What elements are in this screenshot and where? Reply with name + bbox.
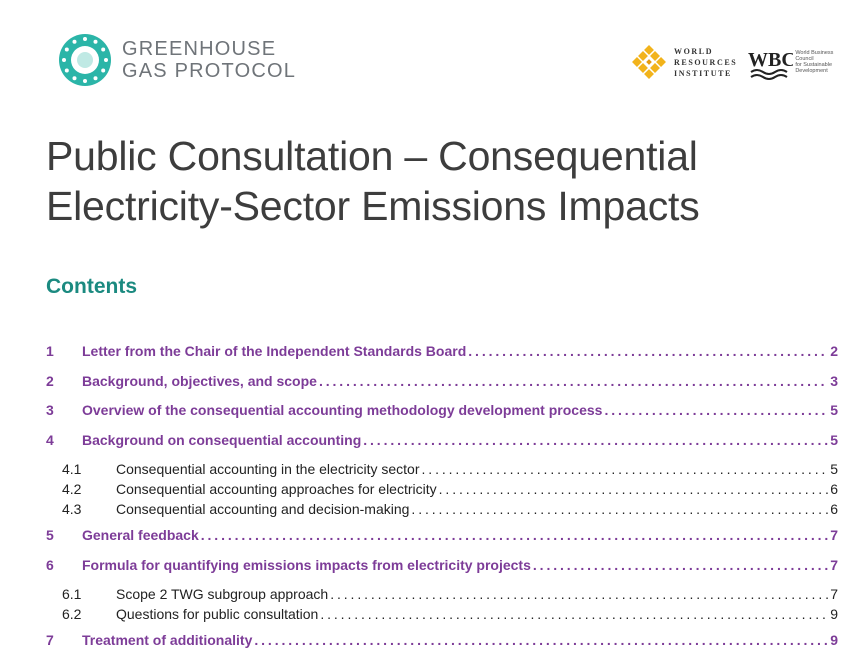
toc-number: 4 <box>46 431 54 448</box>
toc-page-number: 6 <box>830 481 838 497</box>
toc-label: Scope 2 TWG subgroup approach <box>116 586 329 602</box>
document-title: Public Consultation – Consequential Elec… <box>46 131 700 231</box>
toc-dot-leader <box>604 402 828 418</box>
toc-page-number: 5 <box>830 402 838 418</box>
toc-entry-2[interactable]: 2 Background, objectives, and scope 3 <box>46 373 838 403</box>
toc-number: 1 <box>46 343 54 359</box>
toc-page-number: 6 <box>830 501 838 517</box>
toc-label: General feedback <box>82 527 199 543</box>
toc-entry-3[interactable]: 3 Overview of the consequential accounti… <box>46 402 838 432</box>
toc-label: Treatment of additionality <box>82 632 253 648</box>
toc-label: Formula for quantifying emissions impact… <box>82 556 531 573</box>
toc-page-number: 7 <box>830 586 838 602</box>
toc-number: 4.2 <box>62 481 82 497</box>
wbcsd-wordmark: World Business Council for Sustainable D… <box>795 50 843 74</box>
toc-dot-leader <box>254 632 828 648</box>
partner-logos: WORLD RESOURCES INSTITUTE WBC World Busi… <box>632 42 843 82</box>
wbcsd-line3: for Sustainable <box>795 62 833 68</box>
toc-entry-4-3[interactable]: 4.3 Consequential accounting and decisio… <box>46 501 838 521</box>
toc-entry-4[interactable]: 4 Background on consequential accounting… <box>46 432 838 462</box>
toc-number: 6 <box>46 556 54 573</box>
toc-page-number: 3 <box>830 372 838 389</box>
wbcsd-line4: Development <box>795 68 828 74</box>
wbcsd-logo-icon: WBC <box>748 49 793 80</box>
toc-page-number: 9 <box>830 606 838 622</box>
title-line1: Public Consultation – Consequential <box>46 133 698 179</box>
toc-page-number: 5 <box>830 431 838 448</box>
toc-entry-4-2[interactable]: 4.2 Consequential accounting approaches … <box>46 481 838 501</box>
toc-dot-leader <box>320 606 828 622</box>
toc-page-number: 9 <box>830 632 838 648</box>
toc-dot-leader <box>468 343 828 359</box>
toc-dot-leader <box>201 527 828 543</box>
wri-logo-icon <box>632 45 666 79</box>
toc-number: 2 <box>46 372 54 389</box>
toc-dot-leader <box>330 586 828 602</box>
toc-label: Consequential accounting in the electric… <box>116 461 420 477</box>
toc-dot-leader <box>319 373 828 389</box>
toc-label: Letter from the Chair of the Independent… <box>82 343 467 359</box>
wbcsd-mark: WBC <box>748 49 793 71</box>
toc-label: Consequential accounting approaches for … <box>116 481 437 497</box>
title-line2: Electricity-Sector Emissions Impacts <box>46 183 700 229</box>
ghg-protocol-wordmark: GREENHOUSE GAS PROTOCOL <box>122 38 296 82</box>
ghg-protocol-logo: GREENHOUSE GAS PROTOCOL <box>58 33 296 87</box>
toc-page-number: 5 <box>830 461 838 477</box>
toc-page-number: 2 <box>830 343 838 359</box>
contents-heading: Contents <box>46 275 137 298</box>
wri-line1: WORLD <box>674 46 714 56</box>
toc-number: 3 <box>46 402 54 418</box>
toc-dot-leader <box>422 461 829 477</box>
ghg-logo-line2: GAS PROTOCOL <box>122 60 297 82</box>
ghg-logo-line1: GREENHOUSE <box>122 38 277 60</box>
toc-label: Consequential accounting and decision-ma… <box>116 501 410 517</box>
toc-label: Background on consequential accounting <box>82 431 362 448</box>
wri-line2: RESOURCES <box>674 57 738 67</box>
toc-number: 6.1 <box>62 586 82 602</box>
toc-label: Overview of the consequential accounting… <box>82 402 603 418</box>
toc-label: Questions for public consultation <box>116 606 319 622</box>
toc-number: 4.3 <box>62 501 82 517</box>
wri-wordmark: WORLD RESOURCES INSTITUTE <box>674 46 737 79</box>
wri-line3: INSTITUTE <box>674 68 732 78</box>
ghg-protocol-mark-icon <box>59 34 111 86</box>
toc-entry-6-1[interactable]: 6.1 Scope 2 TWG subgroup approach 7 <box>46 586 838 606</box>
toc-page-number: 7 <box>830 556 838 573</box>
toc-entry-6[interactable]: 6 Formula for quantifying emissions impa… <box>46 557 838 587</box>
toc-entry-6-2[interactable]: 6.2 Questions for public consultation 9 <box>46 606 838 626</box>
toc-number: 7 <box>46 632 54 648</box>
wbcsd-line1: World Business <box>795 50 834 56</box>
toc-label: Background, objectives, and scope <box>82 372 317 389</box>
toc-entry-7[interactable]: 7 Treatment of additionality 9 <box>46 632 838 662</box>
toc-dot-leader <box>411 501 828 517</box>
toc-dot-leader <box>533 557 828 573</box>
toc-entry-5[interactable]: 5 General feedback 7 <box>46 527 838 557</box>
toc-dot-leader <box>439 481 829 497</box>
toc-entry-1[interactable]: 1 Letter from the Chair of the Independe… <box>46 343 838 373</box>
toc-dot-leader <box>363 432 828 448</box>
toc-number: 4.1 <box>62 461 82 477</box>
wbcsd-line2: Council <box>795 56 814 62</box>
toc-entry-4-1[interactable]: 4.1 Consequential accounting in the elec… <box>46 461 838 481</box>
toc-number: 6.2 <box>62 606 82 622</box>
toc-page-number: 7 <box>830 527 838 543</box>
toc-number: 5 <box>46 527 54 543</box>
table-of-contents: 1 Letter from the Chair of the Independe… <box>46 343 838 662</box>
